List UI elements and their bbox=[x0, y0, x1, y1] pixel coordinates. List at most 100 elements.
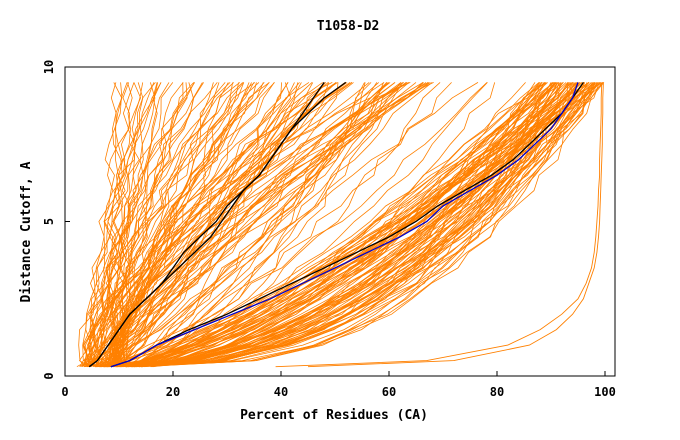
model-line bbox=[91, 82, 333, 367]
model-line bbox=[115, 82, 389, 368]
model-line bbox=[118, 82, 547, 368]
x-axis-ticks: 0 20 40 60 80 100 bbox=[61, 371, 616, 399]
model-line bbox=[79, 82, 162, 368]
y-tick-label: 0 bbox=[42, 372, 56, 379]
model-line bbox=[110, 82, 604, 368]
model-line bbox=[105, 82, 135, 367]
model-line bbox=[96, 82, 313, 367]
model-line bbox=[134, 82, 543, 368]
model-line bbox=[140, 82, 569, 368]
background-model-lines bbox=[76, 82, 605, 368]
model-line bbox=[78, 82, 245, 368]
model-line bbox=[275, 82, 603, 368]
model-line bbox=[116, 82, 577, 368]
model-line bbox=[138, 82, 496, 368]
x-tick-label: 80 bbox=[490, 385, 504, 399]
highlight-blue-line bbox=[110, 82, 579, 368]
y-axis-ticks: 0 5 10 bbox=[42, 60, 70, 380]
model-line bbox=[136, 82, 579, 368]
model-line bbox=[307, 82, 604, 368]
model-line bbox=[117, 82, 564, 368]
model-line bbox=[90, 82, 128, 367]
model-line bbox=[78, 82, 162, 367]
model-line bbox=[128, 82, 556, 368]
model-line bbox=[118, 82, 579, 368]
model-line bbox=[111, 82, 155, 367]
model-line bbox=[126, 82, 403, 368]
model-line bbox=[115, 82, 348, 367]
model-line bbox=[97, 82, 252, 367]
chart-title: T1058-D2 bbox=[317, 19, 380, 34]
model-line bbox=[97, 82, 226, 368]
y-tick-label: 5 bbox=[42, 218, 56, 225]
model-line bbox=[124, 82, 433, 368]
model-line bbox=[141, 82, 583, 368]
model-line bbox=[119, 82, 300, 367]
model-line bbox=[93, 82, 203, 368]
model-line bbox=[86, 82, 488, 368]
model-line bbox=[102, 82, 188, 367]
model-line bbox=[117, 82, 275, 367]
model-line bbox=[83, 82, 250, 367]
highlight-black-line bbox=[110, 82, 584, 368]
model-line bbox=[125, 82, 560, 368]
highlight-lines bbox=[88, 81, 584, 368]
model-line bbox=[108, 82, 571, 368]
model-line bbox=[119, 82, 596, 368]
model-line bbox=[113, 82, 260, 367]
model-line bbox=[102, 82, 366, 368]
model-line bbox=[144, 82, 365, 368]
model-line bbox=[95, 82, 595, 368]
model-line bbox=[121, 82, 605, 368]
model-line bbox=[95, 82, 407, 368]
model-line bbox=[97, 82, 540, 368]
model-line bbox=[103, 82, 561, 368]
model-line bbox=[125, 82, 526, 368]
model-line bbox=[81, 82, 310, 368]
model-line bbox=[94, 82, 402, 367]
model-line bbox=[111, 82, 245, 367]
model-line bbox=[119, 82, 408, 368]
model-line bbox=[82, 82, 204, 367]
model-line bbox=[102, 82, 299, 368]
model-line bbox=[106, 82, 603, 368]
x-axis-label: Percent of Residues (CA) bbox=[240, 408, 428, 423]
model-line bbox=[88, 82, 275, 367]
y-axis-label: Distance Cutoff, A bbox=[19, 161, 34, 302]
model-line bbox=[113, 82, 605, 368]
model-line bbox=[136, 82, 545, 368]
model-line bbox=[104, 82, 337, 367]
model-line bbox=[118, 82, 479, 367]
model-line bbox=[138, 82, 599, 368]
model-line bbox=[113, 82, 546, 368]
model-line bbox=[125, 82, 545, 368]
model-line bbox=[132, 82, 596, 368]
model-line bbox=[121, 82, 314, 367]
model-line bbox=[133, 82, 546, 368]
model-line bbox=[101, 82, 339, 368]
model-line bbox=[96, 82, 403, 368]
highlight-black-line bbox=[88, 81, 347, 368]
model-line bbox=[128, 82, 572, 368]
model-line bbox=[83, 82, 231, 367]
x-tick-label: 60 bbox=[382, 385, 396, 399]
model-line bbox=[152, 82, 592, 368]
model-line bbox=[135, 82, 573, 368]
model-line bbox=[81, 82, 353, 367]
x-tick-label: 40 bbox=[274, 385, 288, 399]
model-line bbox=[95, 82, 559, 368]
model-line bbox=[113, 82, 229, 368]
x-tick-label: 0 bbox=[61, 385, 68, 399]
model-line bbox=[85, 82, 214, 368]
x-tick-label: 100 bbox=[594, 385, 616, 399]
y-tick-label: 10 bbox=[42, 60, 56, 74]
model-line bbox=[122, 82, 327, 367]
x-tick-label: 20 bbox=[166, 385, 180, 399]
model-line bbox=[131, 82, 590, 368]
model-line bbox=[141, 82, 570, 368]
model-line bbox=[89, 82, 385, 367]
model-line bbox=[131, 82, 598, 368]
